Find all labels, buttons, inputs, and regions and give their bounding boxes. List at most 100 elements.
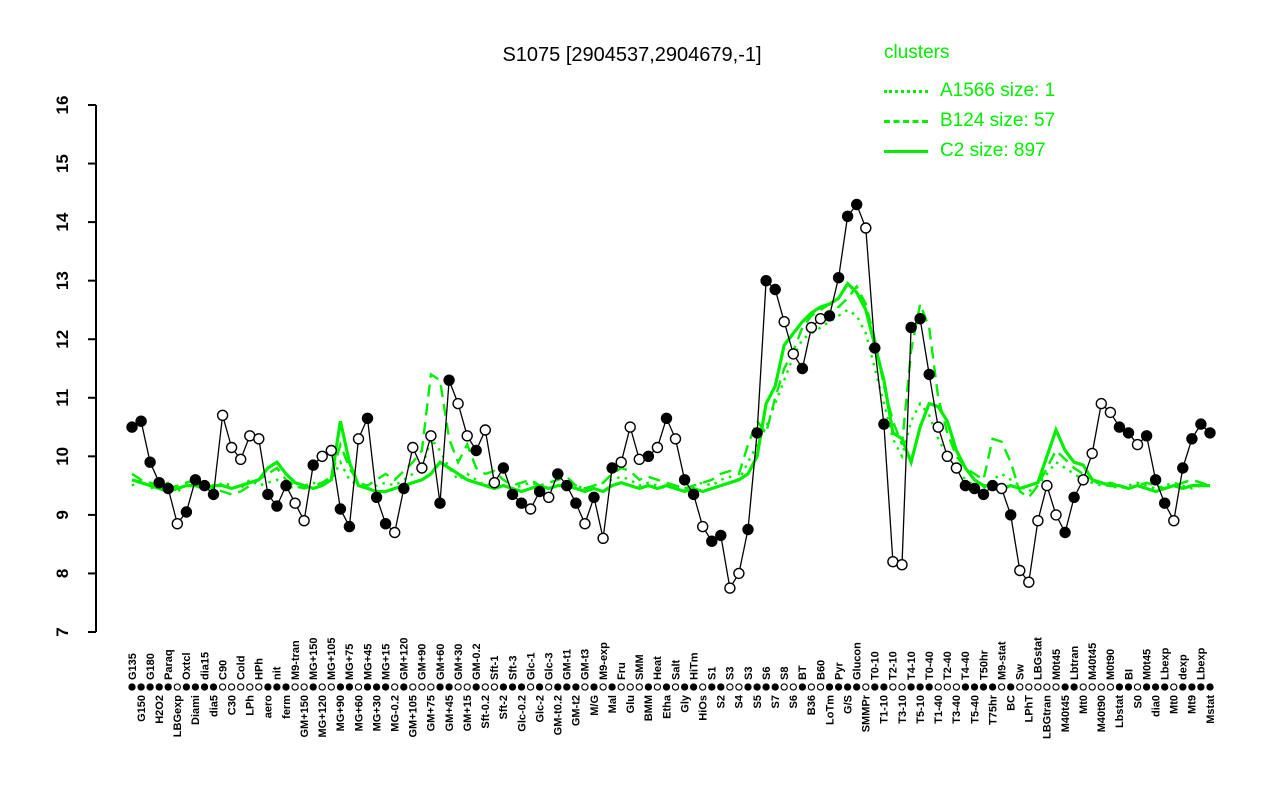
- condition-dot: [300, 683, 308, 691]
- condition-dot: [1079, 683, 1087, 691]
- condition-label: M0t45: [1141, 649, 1153, 680]
- condition-dot: [535, 683, 544, 691]
- condition-dot: [291, 683, 299, 691]
- condition-dot: [182, 683, 191, 691]
- condition-label: Fru: [616, 662, 628, 680]
- condition-label: GM+30: [453, 644, 465, 680]
- open-point: [461, 430, 473, 442]
- condition-dot: [708, 683, 716, 691]
- condition-label: dia0: [1150, 695, 1162, 717]
- condition-dot: [391, 683, 399, 691]
- condition-dot: [1034, 683, 1042, 691]
- condition-dot: [381, 683, 390, 691]
- y-tick-label: 10: [53, 447, 72, 466]
- condition-label: T1-40: [933, 695, 945, 724]
- condition-label: LBGexp: [172, 695, 184, 737]
- condition-label: GM+45: [444, 695, 456, 731]
- condition-dot: [436, 683, 444, 691]
- condition-dot: [834, 683, 843, 691]
- condition-dot: [227, 683, 236, 691]
- open-point: [425, 430, 437, 442]
- filled-point: [1177, 462, 1189, 474]
- open-point: [543, 491, 555, 503]
- condition-label: Sft-0.2: [480, 695, 492, 729]
- condition-label: GM+75: [426, 695, 438, 731]
- condition-label: BMM: [643, 695, 655, 721]
- condition-dot: [626, 683, 634, 691]
- filled-point: [878, 418, 890, 430]
- condition-label: GM+15: [462, 695, 474, 731]
- condition-dot: [563, 683, 571, 691]
- condition-dot: [1025, 683, 1033, 691]
- open-point: [778, 316, 790, 328]
- condition-dot: [943, 683, 951, 691]
- condition-dot: [191, 683, 200, 691]
- y-tick-label: 12: [53, 330, 72, 349]
- y-tick-label: 14: [53, 212, 72, 231]
- condition-label: S3: [725, 667, 737, 680]
- open-point: [225, 441, 238, 454]
- filled-point: [398, 482, 410, 495]
- condition-dot: [1170, 683, 1178, 691]
- open-point: [234, 453, 247, 465]
- condition-dot: [572, 683, 580, 691]
- filled-point: [687, 488, 700, 501]
- filled-point: [1113, 421, 1126, 433]
- condition-label: MG+15: [380, 644, 392, 680]
- series-profile: [131, 203, 1211, 590]
- dotted-line-sample: [884, 89, 928, 93]
- condition-dot: [246, 683, 254, 691]
- condition-label: T4-10: [906, 651, 918, 680]
- filled-point: [533, 485, 546, 498]
- condition-dot: [997, 683, 1006, 691]
- condition-label: Mstat: [1205, 695, 1217, 724]
- condition-label: dia5: [208, 695, 220, 717]
- condition-label: BT: [797, 665, 809, 680]
- filled-point: [515, 497, 528, 509]
- condition-label: T0-10: [870, 651, 882, 680]
- condition-dot: [128, 683, 136, 691]
- condition-label: dia15: [199, 652, 211, 680]
- condition-label: T5-10: [915, 695, 927, 724]
- open-point: [1168, 515, 1180, 527]
- open-point: [479, 424, 491, 436]
- open-point: [896, 559, 908, 571]
- filled-point: [162, 482, 174, 495]
- filled-point: [851, 198, 863, 211]
- filled-point: [570, 497, 582, 509]
- condition-dot: [400, 683, 408, 691]
- condition-dot: [1133, 683, 1142, 691]
- condition-dot: [934, 683, 942, 691]
- condition-label: MG+30: [371, 695, 383, 731]
- condition-dot: [843, 683, 852, 691]
- condition-label: MG+120: [317, 695, 329, 738]
- open-point: [615, 456, 627, 468]
- filled-point: [1059, 526, 1071, 539]
- condition-label: Sft-1: [489, 656, 501, 680]
- condition-label: B60: [815, 660, 827, 680]
- condition-dot: [517, 683, 526, 691]
- condition-label: T75hr: [987, 694, 999, 725]
- condition-dot: [1151, 683, 1160, 691]
- y-axis: 7 8 9 10 11 12 13 14 15 16: [53, 96, 97, 637]
- condition-label: SMMPr: [861, 694, 873, 732]
- condition-dot: [327, 683, 335, 691]
- condition-label: G135: [127, 653, 139, 680]
- condition-dot: [1206, 683, 1214, 691]
- condition-axis: G135 G150 G180 H2O2 Paraq LBGexp Oxtcl Diami dia…: [127, 637, 1217, 739]
- condition-dot: [1197, 683, 1205, 691]
- condition-label: S8: [779, 667, 791, 680]
- condition-label: Oxtcl: [181, 652, 193, 680]
- condition-label: M40t90: [1096, 695, 1108, 732]
- condition-label: S4: [734, 694, 746, 708]
- condition-label: Lbexp: [1160, 647, 1172, 680]
- legend-entry-label: A1566 size: 1: [940, 80, 1056, 101]
- filled-point: [198, 479, 211, 492]
- condition-label: C90: [217, 660, 229, 680]
- legend: clusters A1566 size: 1 B124 size: 57 C2 …: [884, 42, 1055, 166]
- condition-dot: [744, 683, 752, 691]
- condition-dot: [463, 683, 471, 691]
- condition-dot: [309, 683, 317, 691]
- condition-label: M/G: [589, 695, 601, 716]
- filled-point: [271, 500, 283, 512]
